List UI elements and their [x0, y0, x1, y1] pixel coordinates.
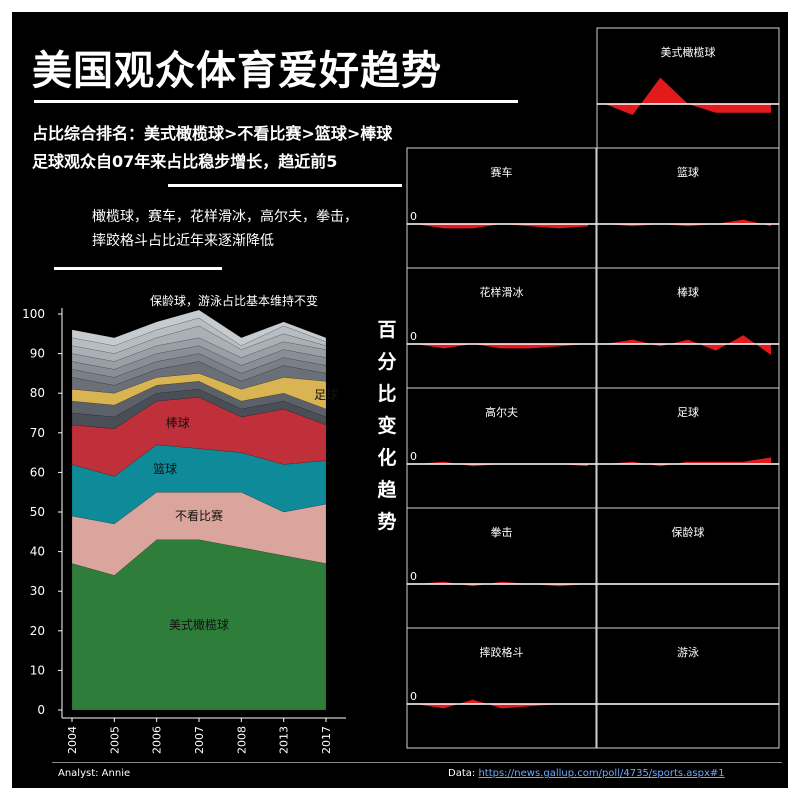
panel-frame — [596, 387, 780, 509]
panel-frame — [406, 147, 597, 269]
panel-title: 足球 — [677, 405, 699, 419]
panel-frame — [596, 507, 780, 629]
panel-frame — [406, 507, 597, 629]
area-series-10 — [71, 337, 327, 370]
y-tick-label: 80 — [30, 386, 45, 400]
panel-8: 保龄球 — [596, 507, 780, 629]
y-tick-label: 90 — [30, 347, 45, 361]
panel-7: 拳击 0 — [406, 507, 597, 629]
subtitle-divider — [168, 184, 402, 187]
y-tick-label: 70 — [30, 426, 45, 440]
dashboard-canvas: 美国观众体育爱好趋势 占比综合排名：美式橄榄球>不看比赛>篮球>棒球 足球观众自… — [12, 12, 788, 788]
y-tick-label: 50 — [30, 505, 45, 519]
area-series-6 — [71, 373, 327, 410]
panel-3: 花样滑冰 0 — [406, 267, 597, 389]
note-divider — [54, 267, 222, 270]
x-tick-label: 2017 — [320, 726, 333, 754]
panel-title: 篮球 — [677, 165, 699, 179]
analyst-credit: Analyst: Annie — [58, 768, 131, 779]
data-source: Data: https://news.gallup.com/poll/4735/… — [448, 768, 725, 779]
side-title: 百分比变化趋势 — [377, 319, 397, 533]
x-tick-label: 2005 — [108, 726, 121, 754]
zero-label: 0 — [410, 690, 417, 703]
panel-frame — [596, 267, 780, 389]
panel-title: 摔跤格斗 — [480, 645, 524, 659]
panel-1: 赛车 0 — [406, 147, 597, 269]
panel-title: 花样滑冰 — [480, 285, 524, 299]
panel-6: 足球 — [596, 387, 780, 509]
area-series-13 — [71, 309, 327, 346]
panel-title: 棒球 — [677, 285, 699, 299]
series-label-3: 棒球 — [166, 416, 190, 430]
x-tick-label: 2008 — [235, 726, 248, 754]
panel-frame — [406, 267, 597, 389]
note-stable: 保龄球，游泳占比基本维持不变 — [150, 294, 319, 308]
x-tick-label: 2006 — [151, 726, 164, 754]
x-tick-label: 2004 — [66, 726, 79, 754]
panel-title: 拳击 — [491, 525, 513, 539]
panel-0: 美式橄榄球 — [596, 27, 780, 149]
panel-title: 赛车 — [491, 165, 513, 179]
y-tick-label: 40 — [30, 545, 45, 559]
series-label-6: 足球 — [314, 388, 338, 402]
y-tick-label: 10 — [30, 663, 45, 677]
zero-label: 0 — [410, 450, 417, 463]
panel-5: 高尔夫 0 — [406, 387, 597, 509]
note-declining-line1: 橄榄球，赛车，花样滑冰，高尔夫，拳击， — [92, 209, 358, 225]
subtitle-soccer: 足球观众自07年来占比稳步增长，趋近前5 — [32, 152, 338, 171]
panel-title: 高尔夫 — [485, 405, 518, 419]
panel-frame — [596, 27, 780, 149]
footer-divider — [52, 762, 782, 763]
panel-frame — [406, 627, 597, 749]
series-label-0: 美式橄榄球 — [169, 617, 229, 632]
zero-label: 0 — [410, 210, 417, 223]
y-tick-label: 20 — [30, 624, 45, 638]
zero-label: 0 — [410, 570, 417, 583]
x-tick-label: 2007 — [193, 726, 206, 754]
area-series-7 — [71, 361, 327, 394]
area-series-11 — [71, 325, 327, 362]
spark-area — [415, 224, 588, 229]
panel-2: 篮球 — [596, 147, 780, 269]
y-tick-label: 100 — [22, 307, 45, 321]
panel-title: 游泳 — [677, 645, 699, 659]
area-series-8 — [71, 353, 327, 386]
panel-title: 美式橄榄球 — [661, 45, 716, 59]
title-underline — [34, 100, 518, 103]
panel-9: 摔跤格斗 0 — [406, 627, 597, 749]
panel-4: 棒球 — [596, 267, 780, 389]
area-series-12 — [71, 317, 327, 354]
area-series-9 — [71, 345, 327, 378]
zero-label: 0 — [410, 330, 417, 343]
data-source-link[interactable]: https://news.gallup.com/poll/4735/sports… — [478, 768, 725, 779]
y-tick-label: 60 — [30, 465, 45, 479]
panel-10: 游泳 — [596, 627, 780, 749]
panel-frame — [596, 627, 780, 749]
y-tick-label: 30 — [30, 584, 45, 598]
area-series-5 — [71, 381, 327, 418]
y-tick-label: 0 — [37, 703, 45, 717]
series-label-2: 篮球 — [153, 461, 177, 476]
note-declining-line2: 摔跤格斗占比近年来逐渐降低 — [92, 233, 274, 249]
page-title: 美国观众体育爱好趋势 — [32, 48, 442, 94]
series-label-1: 不看比赛 — [175, 508, 223, 523]
subtitle-ranking: 占比综合排名：美式橄榄球>不看比赛>篮球>棒球 — [32, 124, 393, 143]
panel-title: 保龄球 — [672, 525, 705, 539]
spark-area — [415, 344, 588, 349]
x-tick-label: 2013 — [278, 726, 291, 754]
spark-area — [605, 77, 771, 115]
data-source-label: Data: — [448, 768, 479, 779]
stacked-area-chart: 美式橄榄球 不看比赛 篮球 棒球 足球 0 10 20 30 40 50 60 70 80 90 100 200… — [22, 307, 346, 754]
